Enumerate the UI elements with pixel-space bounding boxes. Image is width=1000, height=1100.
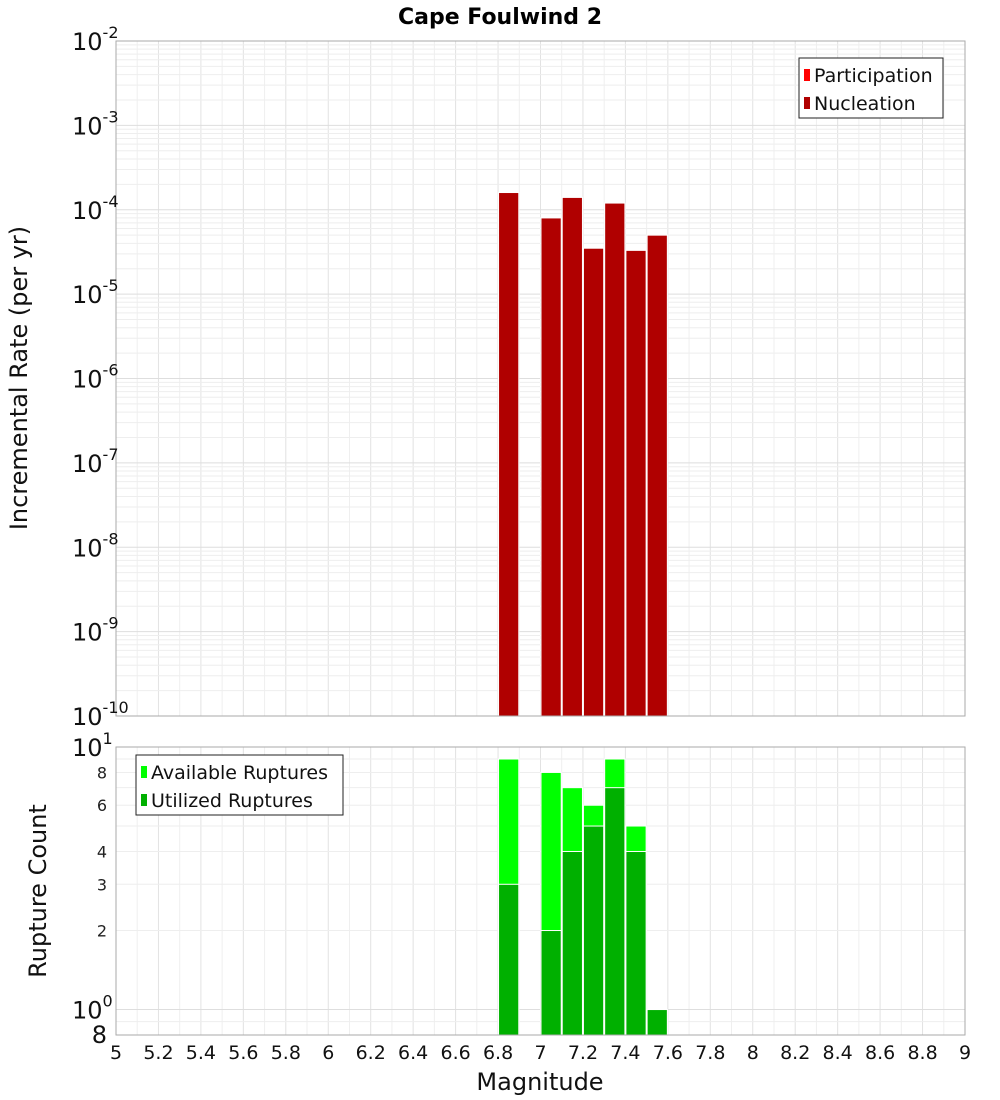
utilized-ruptures-bar — [498, 883, 520, 1036]
bottom-plot-border — [115, 746, 966, 1036]
plot-layer: 10-10 10-9 10-8 10-7 10-6 10-5 10-4 10-3 10-2 101… — [72, 23, 971, 1064]
x-tick-label: 7.4 — [610, 1042, 640, 1064]
top-y-tick-label: 10-3 — [72, 107, 119, 140]
x-tick-label: 7.8 — [695, 1042, 725, 1064]
top-y-tick-label: 10-5 — [72, 276, 119, 309]
nucleation-bar — [646, 234, 668, 717]
x-tick-label: 5.2 — [143, 1042, 173, 1064]
x-tick-label: 6 — [322, 1042, 334, 1064]
utilized-ruptures-bar — [540, 930, 562, 1036]
top-y-tick-label: 10-10 — [72, 698, 129, 731]
nucleation-bar — [540, 217, 562, 717]
top-legend-box — [798, 57, 944, 119]
bottom-y-tick-minor-label: 2 — [97, 922, 107, 941]
bottom-y-tick-minor-label: 3 — [97, 875, 107, 894]
x-tick-label: 6.4 — [398, 1042, 428, 1064]
x-tick-label: 7.6 — [653, 1042, 683, 1064]
top-legend-swatch — [804, 97, 810, 109]
top-y-tick-label: 10-6 — [72, 361, 119, 394]
x-tick-label: 8 — [747, 1042, 759, 1064]
utilized-ruptures-bar — [625, 850, 647, 1036]
nucleation-bar — [498, 192, 520, 717]
bottom-y-tick-base-label: 8 — [92, 1021, 107, 1049]
x-tick-label: 7 — [534, 1042, 546, 1064]
top-legend-label: Nucleation — [814, 93, 916, 115]
utilized-ruptures-bar — [561, 850, 583, 1036]
nucleation-bar — [604, 202, 626, 717]
x-tick-label: 6.8 — [483, 1042, 513, 1064]
utilized-ruptures-bar — [582, 825, 605, 1036]
top-y-tick-label: 10-4 — [72, 192, 119, 225]
bottom-y-axis-title: Rupture Count — [24, 804, 52, 978]
bottom-y-tick-minor-label: 4 — [97, 842, 107, 861]
top-y-tick-label: 10-8 — [72, 529, 119, 562]
x-tick-label: 5.4 — [186, 1042, 216, 1064]
top-y-tick-label: 10-7 — [72, 445, 119, 478]
bottom-y-tick-minor-label: 6 — [97, 796, 107, 815]
x-tick-label: 8.4 — [823, 1042, 853, 1064]
utilized-ruptures-bar — [604, 787, 626, 1036]
nucleation-bar — [561, 196, 583, 717]
x-tick-label: 7.2 — [568, 1042, 598, 1064]
top-y-axis-title: Incremental Rate (per yr) — [5, 226, 33, 530]
bottom-legend-swatch — [141, 766, 147, 778]
x-tick-label: 5.8 — [271, 1042, 301, 1064]
bottom-legend-box — [135, 754, 344, 816]
bottom-y-tick-major-label: 101 — [72, 729, 113, 762]
bottom-y-tick-minor-label: 8 — [97, 763, 107, 782]
bottom-legend-label: Utilized Ruptures — [151, 790, 313, 812]
x-tick-label: 5.6 — [228, 1042, 258, 1064]
x-tick-label: 6.2 — [356, 1042, 386, 1064]
bottom-legend-label: Available Ruptures — [151, 762, 328, 784]
x-tick-label: 8.8 — [907, 1042, 937, 1064]
top-legend-label: Participation — [814, 65, 933, 87]
nucleation-bar — [625, 249, 647, 717]
x-tick-label: 8.6 — [865, 1042, 895, 1064]
top-y-tick-label: 10-9 — [72, 614, 119, 647]
bottom-y-tick-major-label: 100 — [72, 992, 113, 1025]
x-axis-title: Magnitude — [476, 1068, 603, 1096]
top-plot-border — [115, 40, 966, 717]
x-tick-label: 9 — [959, 1042, 971, 1064]
x-tick-label: 6.6 — [440, 1042, 470, 1064]
bottom-legend-swatch — [141, 794, 147, 806]
x-tick-label: 5 — [110, 1042, 122, 1064]
top-y-tick-label: 10-2 — [72, 23, 119, 56]
nucleation-bar — [582, 247, 605, 717]
top-legend-swatch — [804, 69, 810, 81]
chart-title: Cape Foulwind 2 — [398, 5, 602, 30]
utilized-ruptures-bar — [646, 1009, 668, 1036]
x-tick-label: 8.2 — [780, 1042, 810, 1064]
